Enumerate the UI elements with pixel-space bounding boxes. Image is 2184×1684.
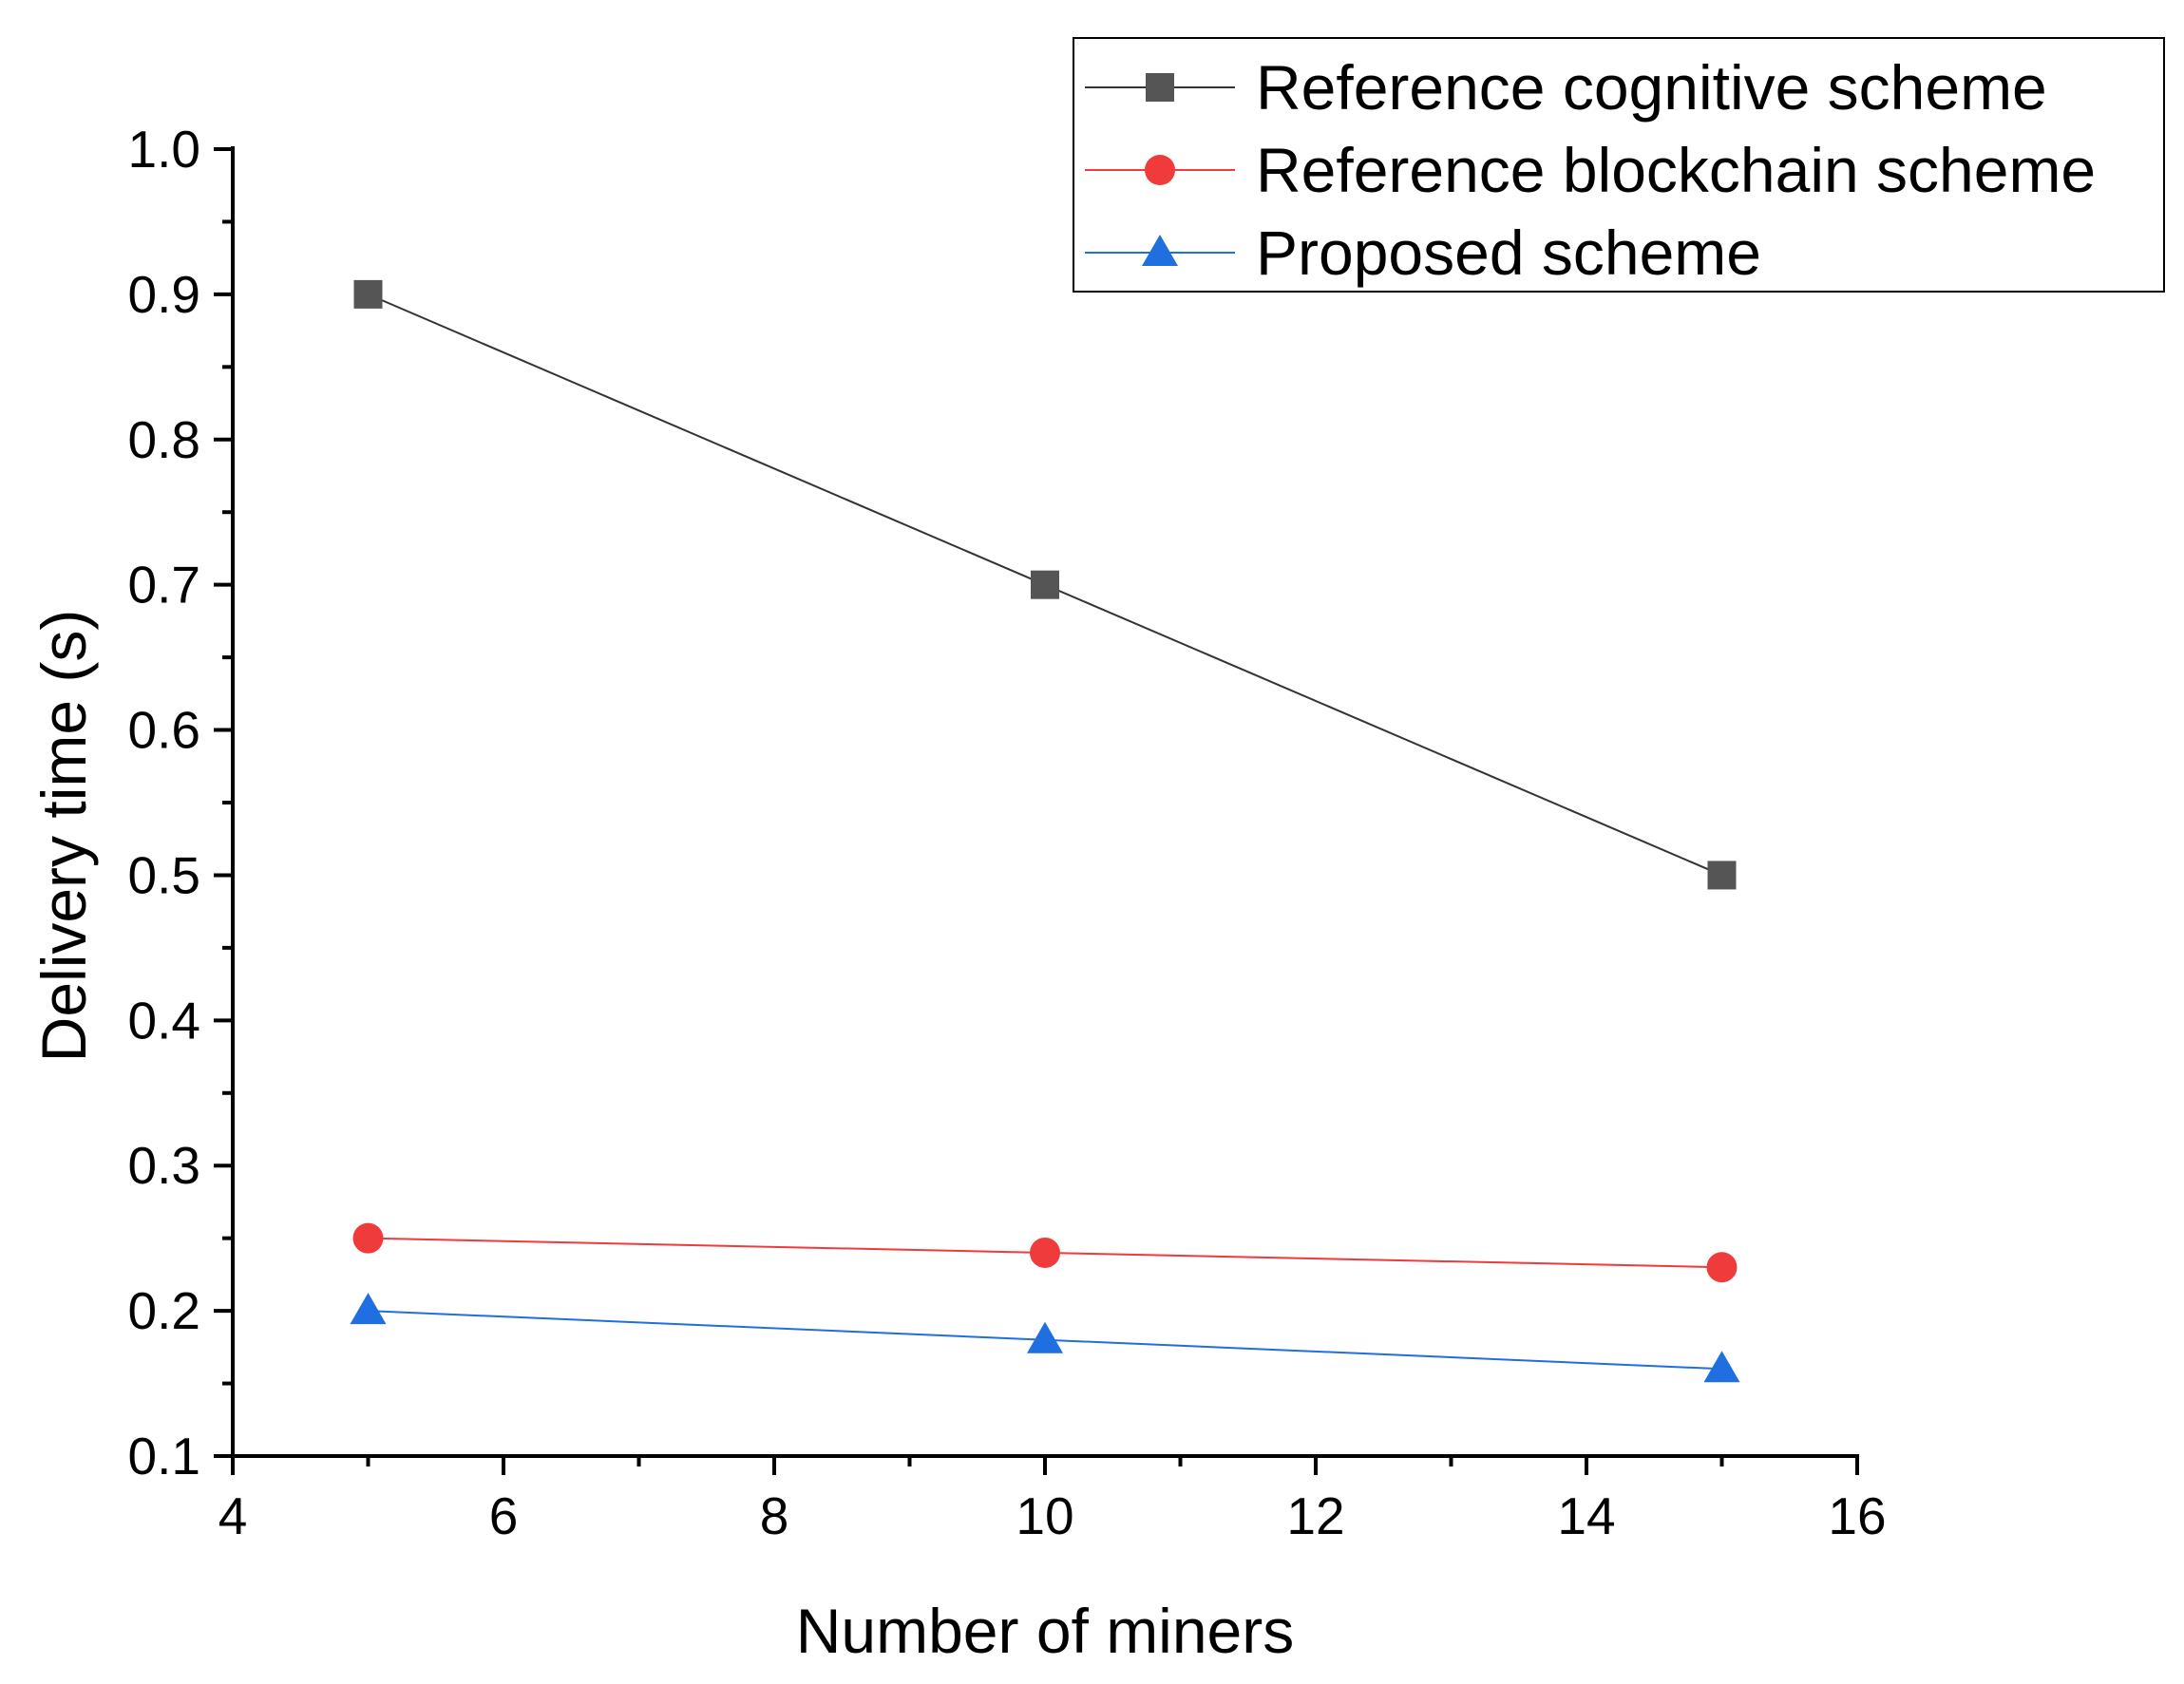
x-tick-label: 14 bbox=[1557, 1486, 1615, 1545]
data-point-triangle bbox=[1027, 1321, 1063, 1353]
legend-item: Reference cognitive scheme bbox=[1085, 52, 2047, 123]
legend-box bbox=[1073, 37, 2165, 293]
data-point-circle bbox=[1030, 1237, 1060, 1268]
data-point-triangle bbox=[350, 1293, 387, 1325]
legend: Reference cognitive scheme Reference bloc… bbox=[1073, 37, 2165, 293]
x-axis-label: Number of miners bbox=[796, 1596, 1295, 1666]
series-2 bbox=[352, 1222, 1738, 1283]
legend-label: Reference blockchain scheme bbox=[1256, 135, 2096, 205]
y-tick-label: 0.2 bbox=[128, 1281, 200, 1340]
series-1 bbox=[353, 279, 1737, 890]
y-tick-label: 0.3 bbox=[128, 1136, 200, 1195]
legend-marker-square bbox=[1146, 73, 1174, 102]
x-tick-label: 12 bbox=[1286, 1486, 1344, 1545]
x-tick-label: 10 bbox=[1016, 1486, 1073, 1545]
legend-label: Proposed scheme bbox=[1256, 218, 1761, 288]
data-point-square bbox=[353, 279, 383, 309]
legend-item: Proposed scheme bbox=[1085, 218, 1761, 288]
data-point-circle bbox=[1706, 1252, 1738, 1283]
x-tick-label: 4 bbox=[218, 1486, 248, 1545]
y-axis-label: Delivery time (s) bbox=[28, 610, 99, 1063]
axes: 0.1 0.2 0.3 0.4 0.5 0.6 0.7 0.8 0.9 1.0 4 6 8 10 12 14 1… bbox=[128, 120, 1887, 1545]
y-tick-label: 0.6 bbox=[128, 701, 200, 760]
series-layer bbox=[350, 279, 1740, 1383]
legend-label: Reference cognitive scheme bbox=[1256, 52, 2047, 123]
data-point-square bbox=[1707, 861, 1737, 890]
series-3 bbox=[350, 1293, 1740, 1383]
data-point-circle bbox=[352, 1222, 384, 1254]
data-point-square bbox=[1031, 570, 1059, 599]
y-tick-label: 0.7 bbox=[128, 556, 200, 615]
y-tick-label: 0.5 bbox=[128, 845, 200, 904]
y-tick-label: 0.9 bbox=[128, 265, 200, 324]
legend-item: Reference blockchain scheme bbox=[1085, 135, 2096, 205]
x-tick-label: 16 bbox=[1828, 1486, 1886, 1545]
data-point-triangle bbox=[1703, 1351, 1740, 1383]
y-tick-label: 0.4 bbox=[128, 991, 200, 1050]
y-tick-label: 1.0 bbox=[128, 120, 200, 179]
x-tick-label: 6 bbox=[489, 1486, 519, 1545]
legend-marker-circle bbox=[1145, 155, 1175, 185]
x-tick-label: 8 bbox=[760, 1486, 789, 1545]
y-tick-label: 0.1 bbox=[128, 1427, 200, 1485]
legend-marker-triangle bbox=[1142, 235, 1178, 266]
y-tick-label: 0.8 bbox=[128, 410, 200, 469]
